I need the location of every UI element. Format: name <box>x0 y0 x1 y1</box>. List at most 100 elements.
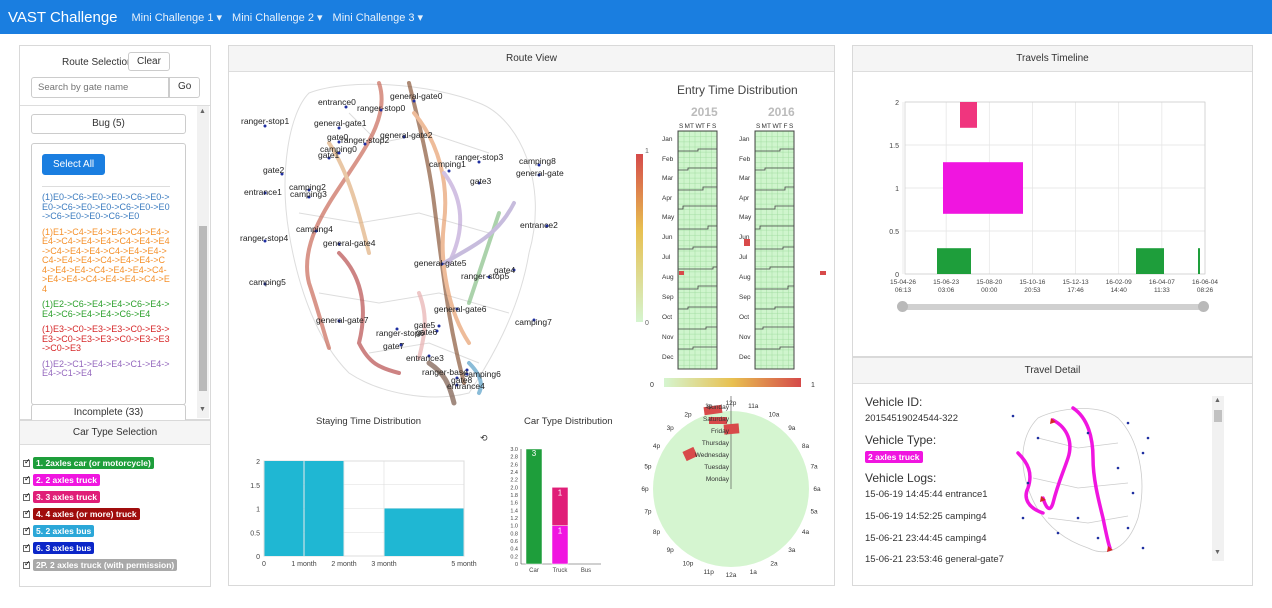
day-label: Thursday <box>702 440 730 447</box>
select-all-button[interactable]: Select All <box>42 154 106 175</box>
staying-bar[interactable] <box>384 508 464 557</box>
route-item[interactable]: (1)E1->C4->E4->E4->C4->E4->E4->C4->E4->E… <box>42 226 170 294</box>
gate-label: gate4 <box>494 265 516 275</box>
scroll-down-icon[interactable]: ▼ <box>1214 549 1221 556</box>
y-tick-label: 1.5 <box>250 483 260 490</box>
scrollbar-thumb[interactable] <box>1214 410 1222 422</box>
range-start-handle[interactable] <box>897 301 908 312</box>
timeline-title: Travels Timeline <box>853 46 1252 72</box>
month-label: Nov <box>662 334 674 341</box>
detail-scrollbar[interactable]: ▲ ▼ <box>1212 396 1224 561</box>
route-item[interactable]: (1)E2->C1->E4->E4->C1->E4->E4->C1->E4 <box>42 358 170 378</box>
route-item[interactable]: (1)E2->C6->E4->E4->C6->E4->E4->C6->E4->E… <box>42 299 170 319</box>
scroll-down-icon[interactable]: ▼ <box>199 406 206 413</box>
car-type-dist-chart[interactable]: 0 0.20.4 0.6 0.81.0 1.2 1.41.6 1.8 2.02.2 2.4 2.6… <box>499 434 609 574</box>
route-map[interactable]: entrance0 general-gate0 ranger-stop0 ran… <box>229 73 629 418</box>
nav-mini-challenge-1[interactable]: Mini Challenge 1 ▾ <box>131 11 223 24</box>
hour-label: 10a <box>769 412 780 419</box>
year-2016-label: 2016 <box>768 105 795 119</box>
y-tick-label: 0.2 <box>510 554 518 560</box>
entry-cell[interactable] <box>744 243 750 246</box>
y-tick-label: 0.4 <box>510 547 518 553</box>
staying-bar[interactable] <box>264 461 304 556</box>
hour-label: 10p <box>683 560 694 567</box>
y-tick-label: 2.4 <box>510 470 518 476</box>
entry-cell[interactable] <box>820 271 826 275</box>
checkbox[interactable] <box>23 491 31 501</box>
log-entry: 15-06-19 14:52:25 camping4 <box>865 511 987 522</box>
gate-label: gate8 <box>451 375 473 385</box>
gate-label: general-gate6 <box>434 304 487 314</box>
log-entry: 15-06-19 14:45:44 entrance1 <box>865 489 988 500</box>
nav-mini-challenge-2[interactable]: Mini Challenge 2 ▾ <box>232 11 323 24</box>
hour-label: 5a <box>810 508 818 515</box>
car-type-option[interactable]: 2. 2 axles truck <box>23 474 100 486</box>
clock-cell[interactable] <box>723 423 740 435</box>
timeline-bar[interactable] <box>943 162 1023 214</box>
car-type-bar[interactable] <box>551 487 569 526</box>
weekday-label: F <box>707 123 711 130</box>
scrollbar-thumb[interactable] <box>199 226 207 391</box>
nav-mini-challenge-3[interactable]: Mini Challenge 3 ▾ <box>332 11 424 24</box>
timeline-bar[interactable] <box>937 248 971 274</box>
route-list-scrollbar[interactable]: ▲ ▼ <box>197 106 209 418</box>
car-type-option[interactable]: 3. 3 axles truck <box>23 491 100 503</box>
checkbox[interactable] <box>23 525 31 535</box>
entry-cell[interactable] <box>744 239 750 245</box>
hour-label: 8p <box>653 529 661 536</box>
weekday-label: W <box>696 123 703 130</box>
range-end-handle[interactable] <box>1198 301 1209 312</box>
gate-label: camping5 <box>249 277 286 287</box>
staying-time-chart[interactable]: 0 0.5 1 1.5 2 0 1 month 2 month 3 month 5 month <box>239 451 479 571</box>
car-type-option[interactable]: 1. 2axles car (or motorcycle) <box>23 457 154 469</box>
car-type-option[interactable]: 4. 4 axles (or more) truck <box>23 508 140 520</box>
clock-cell[interactable] <box>703 404 723 416</box>
entry-time-calendar[interactable]: 1 0 S M T W T F S S M T W T F S Jan <box>629 121 834 421</box>
car-type-option[interactable]: 6. 3 axles bus <box>23 542 95 554</box>
clear-button[interactable]: Clear <box>128 52 170 71</box>
clock-chart[interactable]: 0 1 Sunday Saturday Friday Thursday Wedn… <box>629 374 834 584</box>
scroll-up-icon[interactable]: ▲ <box>199 108 206 115</box>
month-label: Jan <box>662 136 673 143</box>
brand[interactable]: VAST Challenge <box>8 8 118 26</box>
travel-route-map[interactable] <box>998 398 1198 568</box>
car-type-option[interactable]: 5. 2 axles bus <box>23 525 95 537</box>
clock-cell[interactable] <box>682 446 698 462</box>
x-tick-label: 06:13 <box>895 287 912 294</box>
calendar-2015[interactable] <box>677 130 718 370</box>
checkbox[interactable] <box>23 457 31 467</box>
timeline-bar[interactable] <box>960 102 977 128</box>
car-type-bar[interactable] <box>525 448 543 565</box>
scroll-up-icon[interactable]: ▲ <box>1214 397 1221 404</box>
car-type-option[interactable]: 2P. 2 axles truck (with permission) <box>23 559 178 571</box>
timeline-range-slider[interactable] <box>901 304 1205 310</box>
travel-detail-panel: Travel Detail Vehicle ID: 20154519024544… <box>852 357 1253 586</box>
checkbox[interactable] <box>23 559 31 569</box>
entry-cell[interactable] <box>679 271 684 275</box>
vehicle-type-label: Vehicle Type: <box>865 433 937 447</box>
gate-label: gate1 <box>318 150 340 160</box>
bug-group-header[interactable]: Bug (5) <box>31 114 186 134</box>
route-list: Select All (1)E0->C6->E0->E0->C6->E0->E0… <box>31 143 186 405</box>
checkbox[interactable] <box>23 508 31 518</box>
x-tick-label: 0 <box>262 561 266 568</box>
calendar-2016[interactable] <box>754 130 795 370</box>
staying-bar[interactable] <box>304 461 344 556</box>
go-button[interactable]: Go <box>169 77 201 98</box>
route-view-panel: Route View entrance0 general-gate0 range… <box>228 45 835 586</box>
gate-label: ranger-stop6 <box>376 328 424 338</box>
gate-search-input[interactable] <box>31 77 169 98</box>
route-selection-panel: Route Selection Clear Go Bug (5) Select … <box>19 45 211 422</box>
route-item[interactable]: (1)E3->C0->E3->E3->C0->E3->E3->C0->E3->E… <box>42 324 170 353</box>
timeline-bar[interactable] <box>1198 248 1200 274</box>
checkbox[interactable] <box>23 474 31 484</box>
x-tick-label: 14:40 <box>1111 287 1128 294</box>
checkbox[interactable] <box>23 542 31 552</box>
timeline-bar[interactable] <box>1136 248 1164 274</box>
refresh-icon[interactable]: ⟲ <box>480 433 488 443</box>
month-label: Jun <box>662 234 673 241</box>
y-tick-label: 0.5 <box>250 530 260 537</box>
clock-cell[interactable] <box>709 417 727 424</box>
route-item[interactable]: (1)E0->C6->E0->E0->C6->E0->E0->C6->E0->E… <box>42 192 170 221</box>
